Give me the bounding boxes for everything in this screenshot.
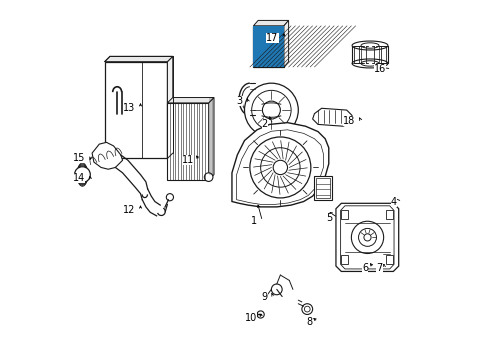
Circle shape: [74, 167, 90, 183]
Bar: [341, 255, 348, 264]
Circle shape: [249, 137, 310, 198]
Text: 10: 10: [244, 313, 257, 323]
Polygon shape: [208, 98, 214, 180]
Bar: [167, 103, 208, 180]
Polygon shape: [366, 244, 378, 259]
Circle shape: [301, 304, 312, 315]
Bar: [386, 211, 392, 220]
Polygon shape: [312, 108, 351, 126]
Text: 8: 8: [306, 317, 312, 327]
Polygon shape: [92, 142, 122, 169]
Bar: [253, 26, 284, 67]
Polygon shape: [378, 244, 391, 262]
Text: 11: 11: [182, 155, 194, 165]
Text: 2: 2: [261, 120, 267, 129]
Polygon shape: [231, 123, 328, 207]
Polygon shape: [284, 21, 288, 67]
Polygon shape: [167, 98, 214, 103]
Bar: [253, 26, 284, 67]
Polygon shape: [335, 203, 398, 271]
Text: 9: 9: [261, 292, 267, 302]
Bar: [314, 176, 331, 200]
Bar: [104, 62, 167, 158]
Circle shape: [358, 228, 376, 246]
Text: 15: 15: [72, 153, 85, 163]
Circle shape: [271, 284, 282, 295]
Bar: [386, 255, 392, 264]
Text: 16: 16: [373, 64, 386, 74]
Text: 14: 14: [73, 173, 85, 183]
Polygon shape: [253, 21, 288, 26]
Text: 5: 5: [325, 213, 332, 222]
Circle shape: [166, 194, 173, 201]
Circle shape: [351, 221, 383, 253]
Text: 17: 17: [265, 33, 278, 43]
Polygon shape: [167, 56, 172, 158]
Bar: [316, 178, 329, 198]
Text: 4: 4: [390, 197, 396, 207]
Circle shape: [257, 311, 264, 318]
Circle shape: [244, 83, 298, 137]
Text: 1: 1: [250, 216, 257, 226]
Polygon shape: [104, 56, 172, 62]
Text: 7: 7: [376, 263, 382, 273]
Text: 18: 18: [343, 116, 355, 126]
Text: 13: 13: [122, 103, 135, 113]
Text: 3: 3: [236, 96, 242, 106]
Circle shape: [273, 160, 287, 175]
Text: 6: 6: [361, 263, 367, 273]
Circle shape: [204, 173, 212, 181]
Bar: [341, 211, 348, 220]
Text: 12: 12: [122, 206, 135, 216]
